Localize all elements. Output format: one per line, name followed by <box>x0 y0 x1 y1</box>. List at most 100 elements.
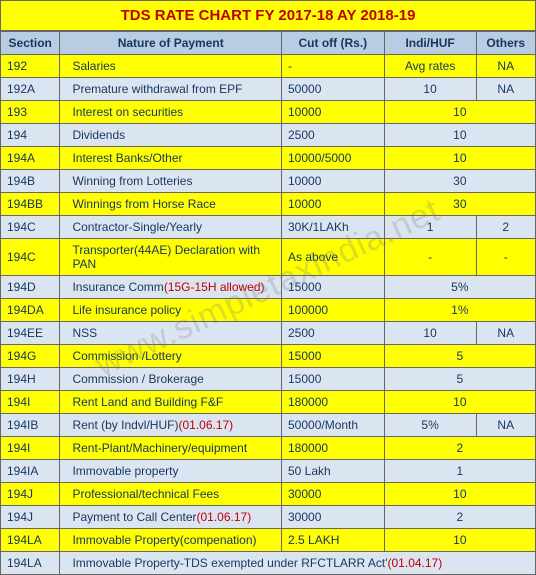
cell-nature: Rent-Plant/Machinery/equipment <box>60 437 282 460</box>
cell-section: 194G <box>1 345 60 368</box>
cell-indi: 10 <box>384 483 535 506</box>
table-row: 194CContractor-Single/Yearly30K/1LAKh12 <box>1 216 536 239</box>
table-row: 194DALife insurance policy1000001% <box>1 299 536 322</box>
cell-indi: 10 <box>384 101 535 124</box>
cell-nature: Winning from Lotteries <box>60 170 282 193</box>
cell-section: 194 <box>1 124 60 147</box>
cell-full: Immovable Property-TDS exempted under RF… <box>60 552 536 575</box>
cell-cutoff: 30000 <box>282 506 385 529</box>
cell-indi: 5% <box>384 414 476 437</box>
cell-section: 192 <box>1 55 60 78</box>
cell-indi: 10 <box>384 124 535 147</box>
cell-section: 192A <box>1 78 60 101</box>
cell-others: NA <box>476 78 535 101</box>
cell-indi: 10 <box>384 529 535 552</box>
cell-cutoff: 50000 <box>282 78 385 101</box>
cell-cutoff: 180000 <box>282 437 385 460</box>
cell-indi: 30 <box>384 193 535 216</box>
cell-cutoff: - <box>282 55 385 78</box>
cell-nature: Dividends <box>60 124 282 147</box>
cell-nature: Rent (by Indvl/HUF)(01.06.17) <box>60 414 282 437</box>
cell-cutoff: 30000 <box>282 483 385 506</box>
table-row: 194CTransporter(44AE) Declaration with P… <box>1 239 536 276</box>
cell-indi: 10 <box>384 322 476 345</box>
cell-nature: Immovable Property(compenation) <box>60 529 282 552</box>
cell-cutoff: 10000 <box>282 101 385 124</box>
cell-indi: 1 <box>384 460 535 483</box>
cell-cutoff: 2.5 LAKH <box>282 529 385 552</box>
cell-cutoff: 50000/Month <box>282 414 385 437</box>
cell-indi: 2 <box>384 506 535 529</box>
cell-others: 2 <box>476 216 535 239</box>
cell-cutoff: As above <box>282 239 385 276</box>
cell-cutoff: 15000 <box>282 276 385 299</box>
cell-section: 194I <box>1 437 60 460</box>
table-row: 192Salaries-Avg ratesNA <box>1 55 536 78</box>
cell-section: 194J <box>1 483 60 506</box>
table-row: 194IRent-Plant/Machinery/equipment180000… <box>1 437 536 460</box>
cell-indi: 1% <box>384 299 535 322</box>
cell-nature: Life insurance policy <box>60 299 282 322</box>
cell-cutoff: 15000 <box>282 368 385 391</box>
table-row: 192APremature withdrawal from EPF5000010… <box>1 78 536 101</box>
tds-table: Section Nature of Payment Cut off (Rs.) … <box>0 31 536 575</box>
cell-indi: 10 <box>384 78 476 101</box>
cell-section: 194D <box>1 276 60 299</box>
cell-indi: 10 <box>384 391 535 414</box>
cell-section: 194H <box>1 368 60 391</box>
table-row: 194HCommission / Brokerage150005 <box>1 368 536 391</box>
cell-nature: Premature withdrawal from EPF <box>60 78 282 101</box>
cell-indi: 5 <box>384 345 535 368</box>
cell-section: 194LA <box>1 529 60 552</box>
table-row: 194IAImmovable property50 Lakh1 <box>1 460 536 483</box>
col-others: Others <box>476 32 535 55</box>
cell-indi: 5 <box>384 368 535 391</box>
col-cutoff: Cut off (Rs.) <box>282 32 385 55</box>
cell-section: 194IA <box>1 460 60 483</box>
table-row: 194Dividends250010 <box>1 124 536 147</box>
cell-cutoff: 10000/5000 <box>282 147 385 170</box>
chart-title: TDS RATE CHART FY 2017-18 AY 2018-19 <box>0 0 536 31</box>
cell-indi: 30 <box>384 170 535 193</box>
cell-indi: 5% <box>384 276 535 299</box>
cell-indi: 2 <box>384 437 535 460</box>
table-row: 194DInsurance Comm(15G-15H allowed)15000… <box>1 276 536 299</box>
cell-section: 193 <box>1 101 60 124</box>
cell-cutoff: 30K/1LAKh <box>282 216 385 239</box>
table-row: 194JProfessional/technical Fees3000010 <box>1 483 536 506</box>
cell-indi: 10 <box>384 147 535 170</box>
col-nature: Nature of Payment <box>60 32 282 55</box>
cell-section: 194IB <box>1 414 60 437</box>
cell-nature: Commission / Brokerage <box>60 368 282 391</box>
table-row: 194EENSS250010NA <box>1 322 536 345</box>
cell-cutoff: 10000 <box>282 193 385 216</box>
table-row: 194IBRent (by Indvl/HUF)(01.06.17)50000/… <box>1 414 536 437</box>
cell-section: 194I <box>1 391 60 414</box>
cell-section: 194A <box>1 147 60 170</box>
cell-nature: Winnings from Horse Race <box>60 193 282 216</box>
cell-section: 194DA <box>1 299 60 322</box>
table-row: 193Interest on securities1000010 <box>1 101 536 124</box>
cell-others: NA <box>476 414 535 437</box>
cell-cutoff: 15000 <box>282 345 385 368</box>
cell-nature: NSS <box>60 322 282 345</box>
table-row: 194LAImmovable Property(compenation)2.5 … <box>1 529 536 552</box>
cell-section: 194C <box>1 239 60 276</box>
cell-nature: Professional/technical Fees <box>60 483 282 506</box>
cell-nature: Contractor-Single/Yearly <box>60 216 282 239</box>
cell-cutoff: 180000 <box>282 391 385 414</box>
cell-indi: 1 <box>384 216 476 239</box>
tds-chart-container: www.simpletaxindia.net TDS RATE CHART FY… <box>0 0 536 575</box>
cell-section: 194BB <box>1 193 60 216</box>
cell-nature: Insurance Comm(15G-15H allowed) <box>60 276 282 299</box>
cell-cutoff: 2500 <box>282 322 385 345</box>
cell-nature: Payment to Call Center(01.06.17) <box>60 506 282 529</box>
table-row: 194BBWinnings from Horse Race1000030 <box>1 193 536 216</box>
cell-others: NA <box>476 55 535 78</box>
table-row: 194LAImmovable Property-TDS exempted und… <box>1 552 536 575</box>
cell-section: 194EE <box>1 322 60 345</box>
cell-indi: Avg rates <box>384 55 476 78</box>
cell-section: 194J <box>1 506 60 529</box>
cell-nature: Interest on securities <box>60 101 282 124</box>
cell-section: 194LA <box>1 552 60 575</box>
